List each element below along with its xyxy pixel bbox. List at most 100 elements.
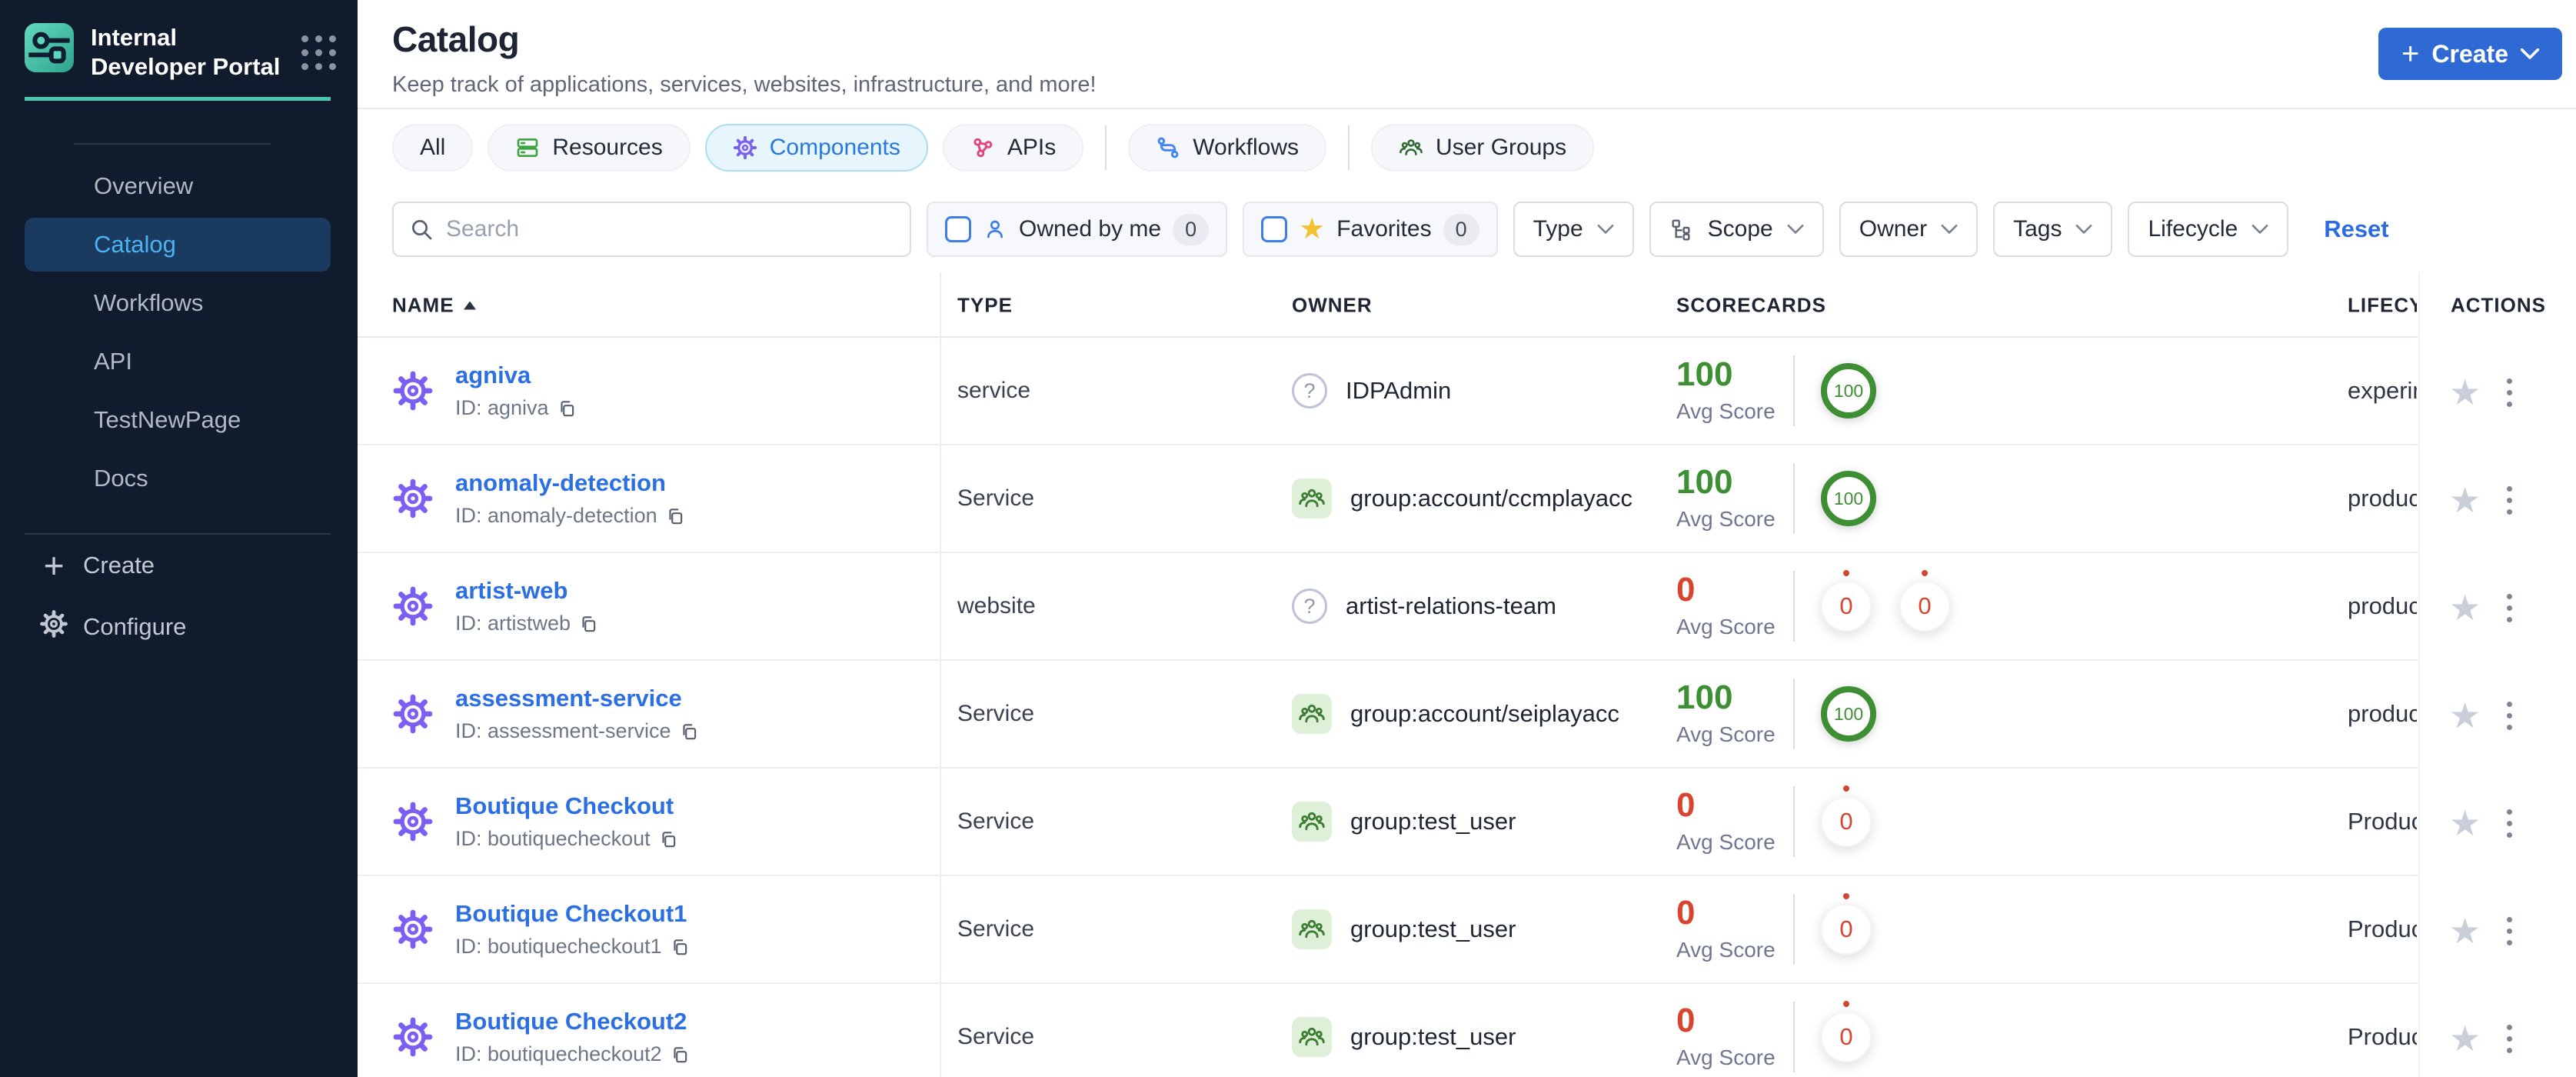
chevron-down-icon <box>2252 224 2268 234</box>
scorecard-badges: 100 <box>1821 363 1876 418</box>
favorite-star-icon[interactable]: ★ <box>2449 803 2481 843</box>
search-input[interactable] <box>446 216 894 242</box>
scope-dropdown[interactable]: Scope <box>1649 202 1824 257</box>
type-dropdown[interactable]: Type <box>1513 202 1634 257</box>
owner-cell: group:test_user <box>1292 876 1516 982</box>
copy-icon[interactable] <box>665 506 685 526</box>
create-button[interactable]: + Create <box>2378 28 2562 80</box>
column-header-lifecycle: LIFECYCLE <box>2348 293 2417 316</box>
entity-name-link[interactable]: agniva <box>455 362 531 388</box>
entity-id: ID: boutiquecheckout <box>455 827 651 850</box>
scorecard-badges: 0 <box>1821 796 1872 847</box>
copy-icon[interactable] <box>578 614 598 634</box>
sidebar-item-catalog[interactable]: Catalog <box>25 217 331 272</box>
favorite-star-icon[interactable]: ★ <box>2449 372 2481 412</box>
copy-icon[interactable] <box>658 829 678 849</box>
copy-icon[interactable] <box>679 722 699 742</box>
favorite-star-icon[interactable]: ★ <box>2449 695 2481 735</box>
user-groups-icon <box>1399 139 1423 155</box>
tab-resources-label: Resources <box>552 135 663 160</box>
owner-cell: ? artist-relations-team <box>1292 553 1556 659</box>
entity-name-link[interactable]: Boutique Checkout2 <box>455 1008 687 1035</box>
kebab-menu-icon[interactable] <box>2502 589 2517 627</box>
owned-by-me-checkbox[interactable] <box>945 216 971 242</box>
entity-id: ID: boutiquecheckout1 <box>455 935 662 958</box>
sidebar-item-docs[interactable]: Docs <box>94 464 148 492</box>
tags-dropdown[interactable]: Tags <box>1993 202 2113 257</box>
entity-name-link[interactable]: Boutique Checkout <box>455 792 674 819</box>
copy-icon[interactable] <box>557 398 577 418</box>
kebab-menu-icon[interactable] <box>2502 1020 2517 1058</box>
entity-name-link[interactable]: anomaly-detection <box>455 469 666 496</box>
tab-components[interactable]: Components <box>704 124 928 172</box>
type-dropdown-label: Type <box>1533 216 1583 242</box>
score-ring-badge: 0 <box>1821 796 1872 847</box>
tab-apis[interactable]: APIs <box>942 124 1084 172</box>
sidebar-item-workflows[interactable]: Workflows <box>94 288 204 316</box>
avg-score-label: Avg Score <box>1676 615 1776 639</box>
owner-dropdown[interactable]: Owner <box>1839 202 1979 257</box>
scorecards-cell: 0 Avg Score 0 <box>1676 769 1872 875</box>
reset-filters-link[interactable]: Reset <box>2324 215 2389 242</box>
tab-resources[interactable]: Resources <box>488 124 691 172</box>
owner-name: group:account/ccmplayacc <box>1350 485 1633 512</box>
kebab-menu-icon[interactable] <box>2502 374 2517 412</box>
idp-logo-icon <box>25 23 74 72</box>
component-gear-icon <box>393 694 433 734</box>
scorecards-cell: 100 Avg Score 100 <box>1676 338 1876 444</box>
table-row: anomaly-detection ID: anomaly-detection … <box>358 445 2576 555</box>
entity-id: ID: agniva <box>455 396 549 419</box>
tab-user-groups[interactable]: User Groups <box>1371 124 1595 172</box>
page-header: Catalog Keep track of applications, serv… <box>358 0 2576 109</box>
copy-icon[interactable] <box>670 937 690 957</box>
entity-name-link[interactable]: Boutique Checkout1 <box>455 900 687 927</box>
scorecard-badges: 100 <box>1821 471 1876 526</box>
favorite-star-icon[interactable]: ★ <box>2449 1019 2481 1059</box>
brand-underline <box>25 96 331 101</box>
sidebar-item-api[interactable]: API <box>94 347 132 375</box>
actions-cell: ★ <box>2418 445 2576 555</box>
copy-icon[interactable] <box>670 1045 690 1065</box>
name-cell: Boutique Checkout2 ID: boutiquecheckout2 <box>392 984 690 1077</box>
avg-score-value: 100 <box>1676 679 1733 716</box>
column-header-name[interactable]: NAME <box>392 293 476 317</box>
kebab-menu-icon[interactable] <box>2502 697 2517 735</box>
scorecards-cell: 100 Avg Score 100 <box>1676 661 1876 767</box>
favorite-star-icon[interactable]: ★ <box>2449 911 2481 951</box>
kebab-menu-icon[interactable] <box>2502 805 2517 842</box>
owned-by-me-filter[interactable]: Owned by me 0 <box>927 202 1228 257</box>
table-row: agniva ID: agniva service ? IDPAdmin 100… <box>358 338 2576 447</box>
favorites-filter[interactable]: ★ Favorites 0 <box>1243 202 1498 257</box>
kebab-menu-icon[interactable] <box>2502 482 2517 519</box>
sidebar-create-button[interactable]: + Create <box>0 535 358 596</box>
scorecards-cell: 0 Avg Score 0 <box>1676 876 1872 982</box>
table-row: Boutique Checkout ID: boutiquecheckout S… <box>358 769 2576 878</box>
avg-score-label: Avg Score <box>1676 938 1776 962</box>
lifecycle-dropdown[interactable]: Lifecycle <box>2128 202 2289 257</box>
sidebar-configure-button[interactable]: Configure <box>0 596 358 658</box>
apps-grid-icon[interactable] <box>301 35 336 70</box>
kebab-menu-icon[interactable] <box>2502 912 2517 950</box>
column-divider <box>940 272 941 1077</box>
sidebar-footer: + Create Configure <box>0 533 358 658</box>
column-header-actions: ACTIONS <box>2451 293 2546 316</box>
name-cell: anomaly-detection ID: anomaly-detection <box>392 445 685 552</box>
entity-id: ID: boutiquecheckout2 <box>455 1042 662 1065</box>
tab-all[interactable]: All <box>392 124 474 172</box>
component-gear-icon <box>393 586 433 626</box>
gear-icon <box>37 609 71 645</box>
favorites-checkbox[interactable] <box>1261 216 1288 242</box>
avg-score-label: Avg Score <box>1676 507 1776 531</box>
sidebar-item-overview[interactable]: Overview <box>94 172 194 199</box>
score-ring-badge: 100 <box>1821 471 1876 526</box>
sidebar-item-testnewpage[interactable]: TestNewPage <box>94 405 241 433</box>
entity-name-link[interactable]: assessment-service <box>455 685 682 712</box>
owner-dropdown-label: Owner <box>1859 216 1928 242</box>
chevron-down-icon <box>2076 224 2092 234</box>
tab-workflows[interactable]: Workflows <box>1128 124 1327 172</box>
favorite-star-icon[interactable]: ★ <box>2449 588 2481 628</box>
entity-name-link[interactable]: artist-web <box>455 577 568 604</box>
person-icon <box>983 217 1007 242</box>
favorite-star-icon[interactable]: ★ <box>2449 480 2481 520</box>
